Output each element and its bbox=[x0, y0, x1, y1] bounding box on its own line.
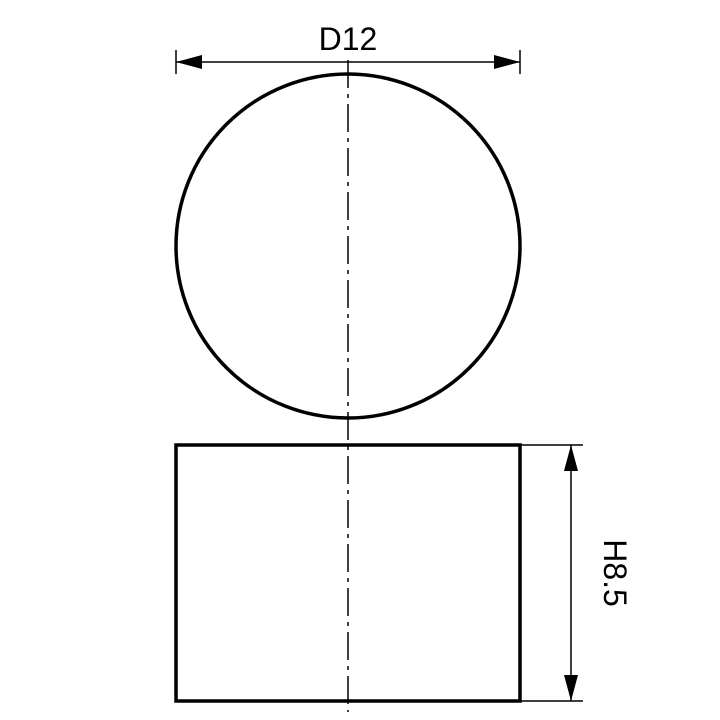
technical-drawing: D12 H8.5 bbox=[0, 0, 720, 720]
dim-label-diameter: D12 bbox=[319, 21, 378, 57]
dim-label-height: H8.5 bbox=[597, 539, 633, 607]
